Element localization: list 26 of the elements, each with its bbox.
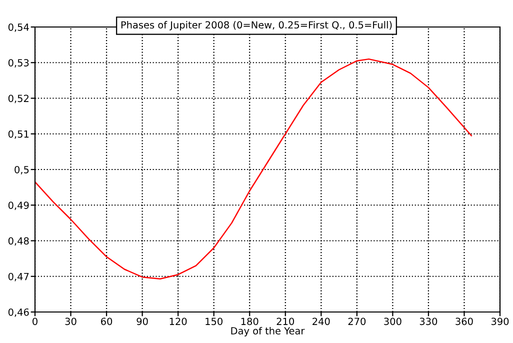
x-tick-label: 60 <box>101 318 112 326</box>
x-axis-title: Day of the Year <box>231 326 305 336</box>
y-tick-label: 0,54 <box>8 23 29 32</box>
y-tick-label: 0,53 <box>8 59 29 68</box>
x-tick-label: 270 <box>348 318 366 326</box>
y-tick-label: 0,52 <box>8 94 28 104</box>
x-tick-label: 210 <box>276 318 294 326</box>
x-tick-label: 30 <box>65 318 76 326</box>
line-series <box>35 58 472 280</box>
y-tick-label: 0,46 <box>8 308 29 317</box>
x-tick-label: 300 <box>384 318 402 326</box>
chart-title: Phases of Jupiter 2008 (0=New, 0.25=First Q., 0.5=Full) <box>121 21 392 30</box>
x-tick-label: 120 <box>170 318 187 326</box>
y-tick-label: 0,49 <box>8 202 29 210</box>
y-tick-label: 0,48 <box>8 237 29 246</box>
x-tick-label: 150 <box>206 318 222 326</box>
x-tick-label: 240 <box>312 318 330 326</box>
x-tick-label: 180 <box>241 318 258 326</box>
x-tick-label: 90 <box>136 318 148 326</box>
y-tick-label: 0,51 <box>8 130 29 139</box>
y-tick-label: 0,47 <box>8 272 29 282</box>
x-tick-label: 390 <box>491 318 509 326</box>
x-tick-label: 0 <box>32 318 38 326</box>
y-tick-label: 0,5 <box>14 166 29 174</box>
x-tick-label: 330 <box>420 318 438 326</box>
x-tick-label: 360 <box>456 318 473 326</box>
